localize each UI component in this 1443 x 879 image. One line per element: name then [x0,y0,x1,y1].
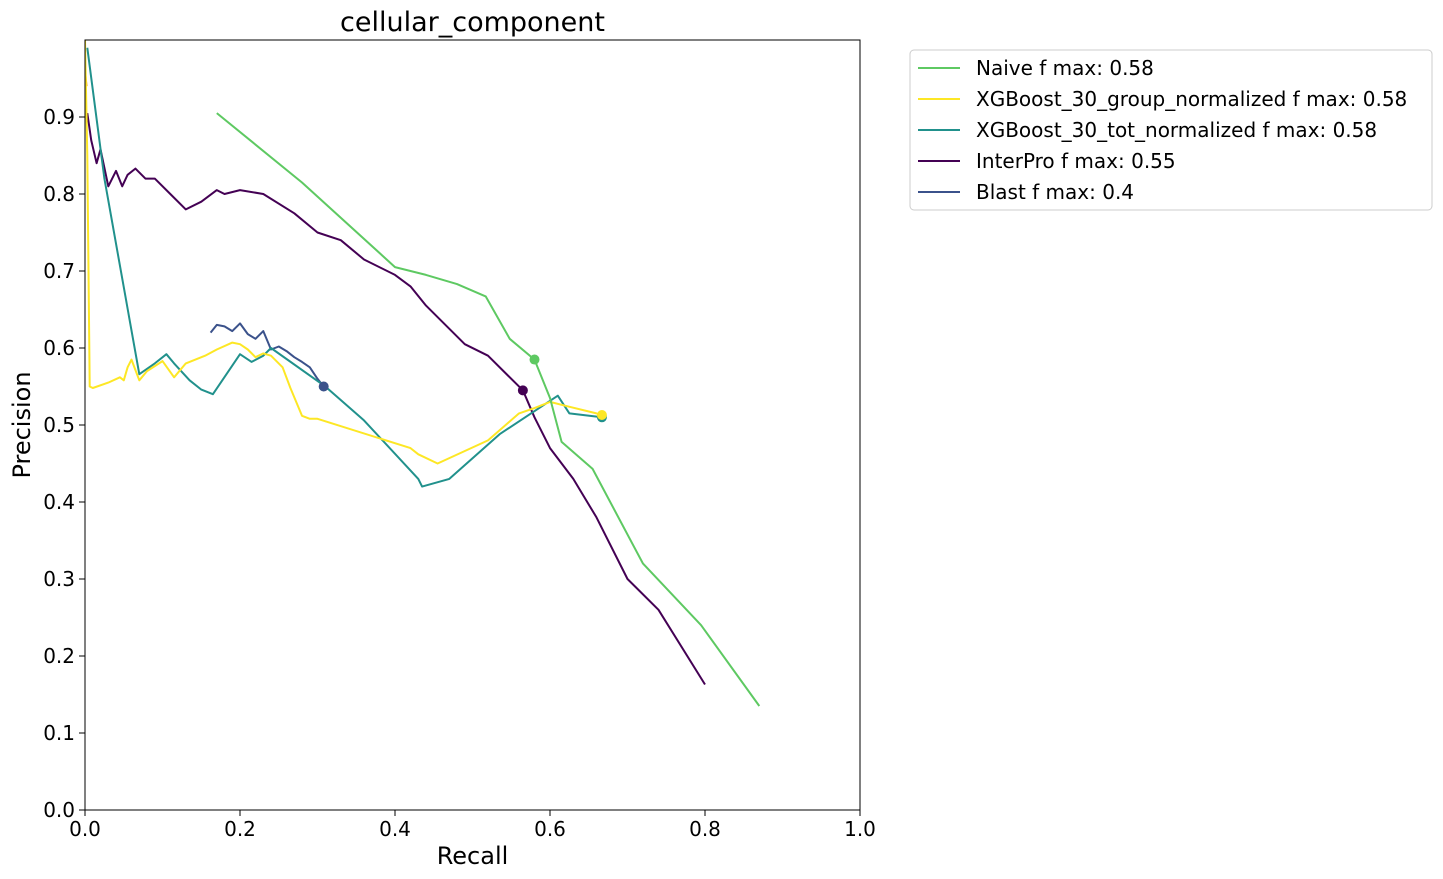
x-tick-label: 1.0 [844,817,876,841]
y-tick-label: 0.3 [43,567,75,591]
series-line-1 [85,40,603,465]
legend-entry-label: InterPro f max: 0.55 [976,149,1176,173]
y-tick-label: 0.1 [43,721,75,745]
y-tick-label: 0.0 [43,798,75,822]
y-tick-label: 0.5 [43,413,75,437]
series-line-2 [86,47,603,488]
legend: Naive f max: 0.58 XGBoost_30_group_normal… [909,49,1433,211]
legend-entry-label: Blast f max: 0.4 [976,180,1134,204]
chart-title: cellular_component [340,7,605,38]
x-tick-label: 0.2 [224,817,256,841]
plot-frame [84,39,861,811]
legend-entry-label: XGBoost_30_tot_normalized f max: 0.58 [976,118,1377,142]
x-axis-label: Recall [437,842,509,870]
x-tick-label: 0.4 [379,817,411,841]
y-tick-label: 0.4 [43,490,75,514]
legend-entry-label: Naive f max: 0.58 [976,56,1154,80]
x-tick-label: 0.0 [69,817,101,841]
fmax-point-4 [318,381,329,392]
y-axis-ticks: 0.0 0.1 0.2 0.3 0.4 0.5 0.6 0.7 0.8 0.9 [43,105,85,822]
x-tick-label: 0.6 [534,817,566,841]
x-tick-label: 0.8 [689,817,721,841]
fmax-point-3 [517,385,528,396]
series-line-0 [216,112,761,707]
series-line-3 [86,112,706,686]
y-tick-label: 0.2 [43,644,75,668]
legend-box [909,49,1433,211]
fmax-point-1 [596,409,607,420]
y-tick-label: 0.7 [43,259,75,283]
y-tick-label: 0.8 [43,182,75,206]
fmax-point-0 [529,354,540,365]
x-axis-ticks: 0.0 0.2 0.4 0.6 0.8 1.0 [69,810,876,841]
legend-entry-label: XGBoost_30_group_normalized f max: 0.58 [976,87,1407,111]
y-axis-label: Precision [8,371,36,478]
y-tick-label: 0.9 [43,105,75,129]
y-tick-label: 0.6 [43,336,75,360]
series-line-4 [209,322,325,388]
